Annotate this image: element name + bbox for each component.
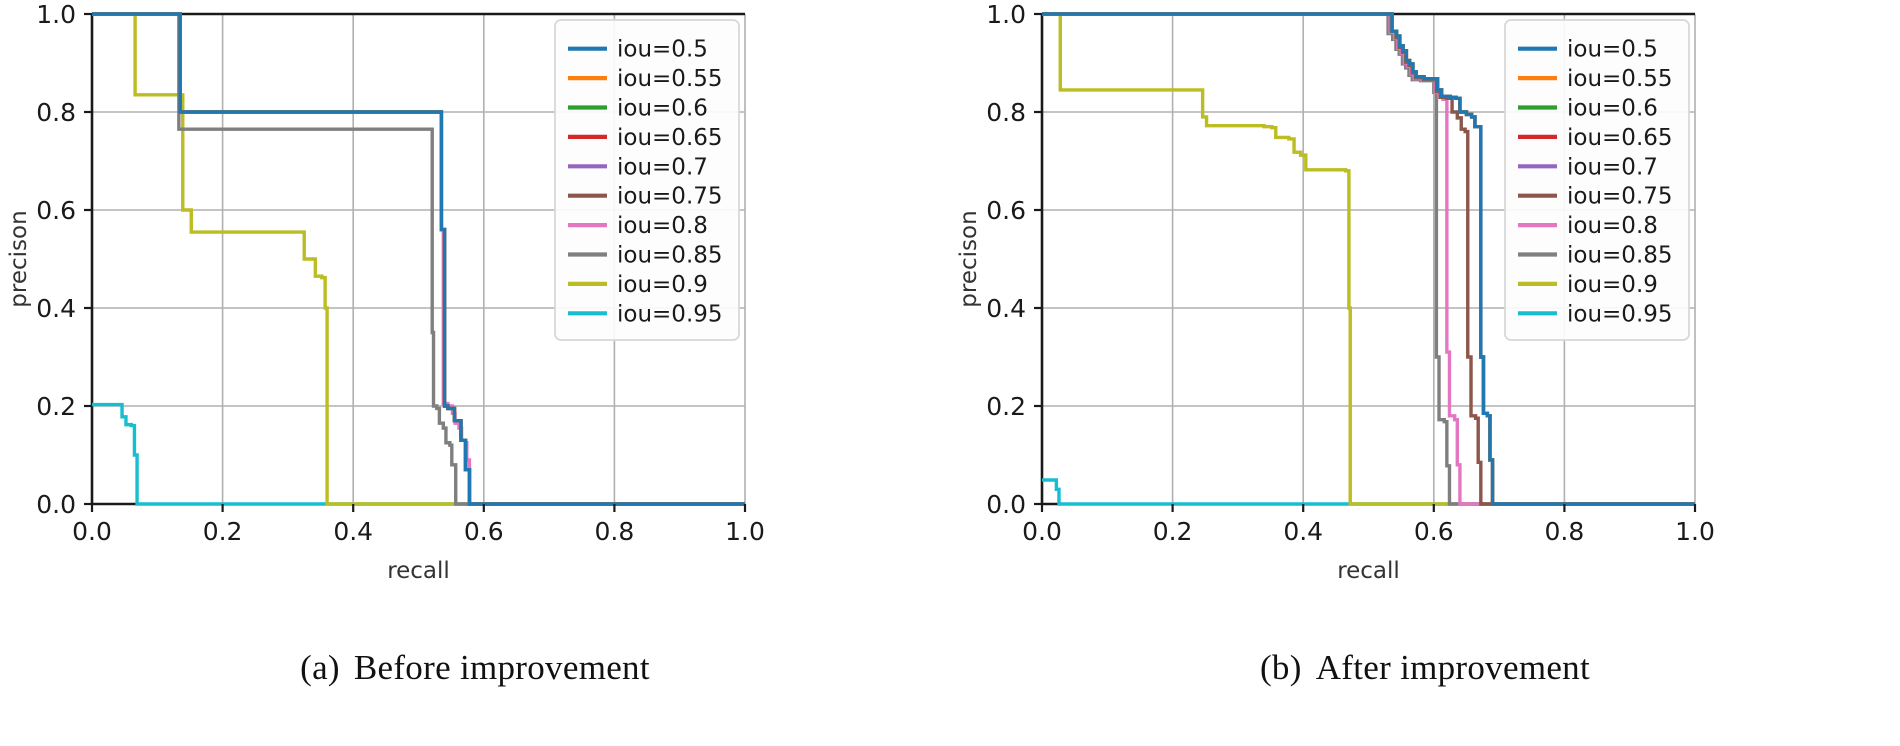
x-tick-label: 0.8	[595, 517, 635, 546]
legend-label-iou-0-8: iou=0.8	[1567, 213, 1658, 239]
y-tick-label: 1.0	[36, 0, 76, 29]
legend-label-iou-0-75: iou=0.75	[1567, 184, 1673, 210]
curve-iou-0-9	[1042, 12, 1695, 506]
legend-label-iou-0-7: iou=0.7	[1567, 154, 1658, 180]
y-tick-label: 0.4	[36, 294, 76, 323]
x-tick-label: 0.2	[203, 517, 243, 546]
curve-iou-0-85	[92, 12, 745, 506]
panel-b-caption-text: After improvement	[1315, 648, 1591, 687]
legend-label-iou-0-5: iou=0.5	[617, 37, 708, 63]
x-tick-label: 0.8	[1545, 517, 1585, 546]
y-tick-label: 0.4	[986, 294, 1026, 323]
panel-a-caption-text: Before improvement	[353, 648, 650, 687]
x-tick-label: 0.6	[464, 517, 504, 546]
panel-a-caption-index: (a)	[300, 648, 340, 687]
y-tick-label: 1.0	[986, 0, 1026, 29]
x-tick-label: 1.0	[725, 517, 765, 546]
y-tick-label: 0.6	[36, 196, 76, 225]
curve-iou-0-5	[92, 12, 745, 506]
y-axis-title: precison	[956, 210, 982, 307]
legend-label-iou-0-95: iou=0.95	[617, 301, 723, 327]
y-tick-label: 0.0	[36, 490, 76, 519]
plot-b-body: 0.0 0.2 0.4 0.6 0.8 1.0 0.0 0.2 0.4 0.6 0.8 1.0 reca…	[956, 0, 1715, 584]
panel-b-caption-index: (b)	[1259, 648, 1302, 687]
legend-label-iou-0-95: iou=0.95	[1567, 301, 1673, 327]
x-tick-label: 1.0	[1675, 517, 1715, 546]
x-tick-label: 0.2	[1153, 517, 1193, 546]
panel-a-caption: (a) Before improvement	[0, 648, 950, 688]
y-tick-label: 0.2	[986, 392, 1026, 421]
legend-label-iou-0-6: iou=0.6	[617, 96, 708, 122]
curve-iou-0-5	[1042, 12, 1695, 506]
legend-label-iou-0-6: iou=0.6	[1567, 96, 1658, 122]
legend-label-iou-0-85: iou=0.85	[617, 243, 723, 269]
y-tick-label: 0.2	[36, 392, 76, 421]
legend-label-iou-0-5: iou=0.5	[1567, 37, 1658, 63]
curve-iou-0-9	[92, 12, 745, 506]
precision-recall-chart-a: 0.0 0.2 0.4 0.6 0.8 1.0 0.0 0.2 0.4 0.6 0.8 1.0 reca…	[6, 0, 765, 584]
x-tick-label: 0.4	[1283, 517, 1323, 546]
chart-panel-b: 0.0 0.2 0.4 0.6 0.8 1.0 0.0 0.2 0.4 0.6 0.8 1.0 reca…	[950, 0, 1900, 746]
y-tick-label: 0.0	[986, 490, 1026, 519]
panel-b-caption: (b) After improvement	[950, 648, 1900, 688]
legend-box	[554, 19, 740, 341]
legend-label-iou-0-9: iou=0.9	[617, 272, 708, 298]
x-axis-title: recall	[1337, 558, 1400, 584]
plot-a-body: 0.0 0.2 0.4 0.6 0.8 1.0 0.0 0.2 0.4 0.6 0.8 1.0 reca…	[6, 0, 765, 584]
legend-label-iou-0-65: iou=0.65	[1567, 125, 1673, 151]
legend-label-iou-0-7: iou=0.7	[617, 154, 708, 180]
curve-iou-0-95	[92, 402, 745, 506]
x-tick-label: 0.6	[1414, 517, 1454, 546]
x-tick-label: 0.0	[72, 517, 112, 546]
legend-label-iou-0-55: iou=0.55	[1567, 66, 1673, 92]
y-axis-title: precison	[6, 210, 32, 307]
legend-label-iou-0-55: iou=0.55	[617, 66, 723, 92]
x-tick-label: 0.0	[1022, 517, 1062, 546]
y-tick-label: 0.8	[36, 98, 76, 127]
precision-recall-chart-b: 0.0 0.2 0.4 0.6 0.8 1.0 0.0 0.2 0.4 0.6 0.8 1.0 reca…	[956, 0, 1715, 584]
x-tick-label: 0.4	[333, 517, 373, 546]
y-tick-label: 0.8	[986, 98, 1026, 127]
legend-label-iou-0-8: iou=0.8	[617, 213, 708, 239]
y-tick-label: 0.6	[986, 196, 1026, 225]
legend-label-iou-0-75: iou=0.75	[617, 184, 723, 210]
curve-iou-0-95	[1042, 478, 1695, 506]
legend-box	[1504, 19, 1690, 341]
legend-label-iou-0-85: iou=0.85	[1567, 243, 1673, 269]
chart-panel-a: 0.0 0.2 0.4 0.6 0.8 1.0 0.0 0.2 0.4 0.6 0.8 1.0 reca…	[0, 0, 950, 688]
legend-label-iou-0-9: iou=0.9	[1567, 272, 1658, 298]
legend-label-iou-0-65: iou=0.65	[617, 125, 723, 151]
x-axis-title: recall	[387, 558, 450, 584]
